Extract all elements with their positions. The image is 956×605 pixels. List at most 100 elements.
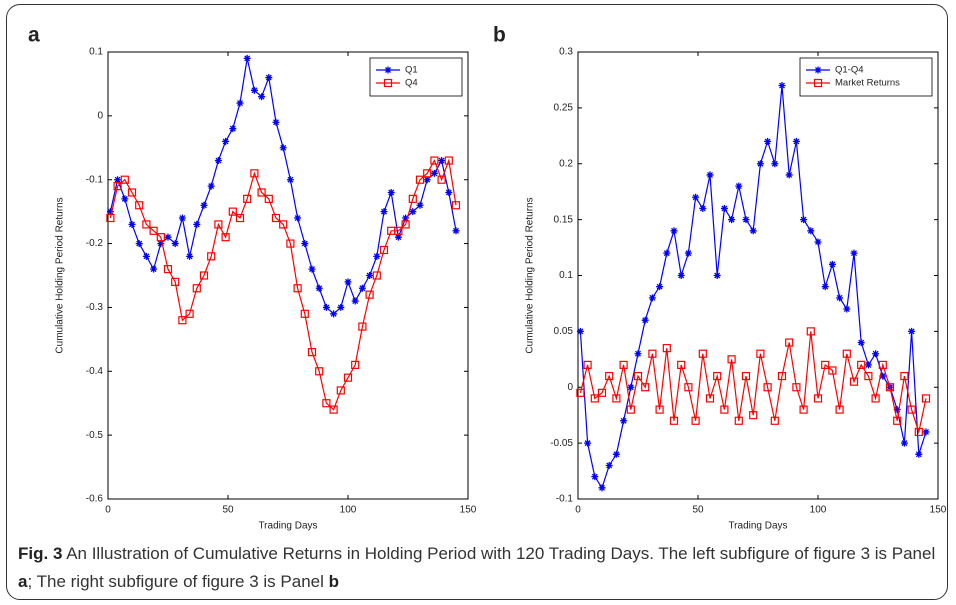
marker (605, 461, 613, 469)
marker (322, 303, 330, 311)
marker (171, 240, 179, 248)
marker (438, 157, 446, 165)
marker (315, 367, 324, 376)
marker (648, 349, 657, 358)
marker (871, 394, 880, 403)
marker (864, 371, 873, 381)
marker (806, 327, 815, 336)
legend-label: Q4 (405, 78, 418, 89)
marker (423, 176, 431, 184)
marker (171, 277, 180, 286)
marker (633, 371, 643, 381)
marker (878, 360, 887, 369)
marker (308, 265, 316, 273)
legend-label: Q1-Q4 (835, 65, 864, 76)
marker (135, 201, 144, 210)
marker (394, 233, 402, 241)
marker (257, 188, 266, 197)
x-tick-label: 150 (460, 505, 477, 516)
marker (814, 66, 822, 74)
marker (655, 405, 664, 414)
x-tick-label: 50 (692, 505, 704, 516)
marker (394, 226, 403, 235)
marker (415, 175, 425, 184)
marker (452, 227, 460, 235)
marker (149, 226, 158, 235)
y-tick-label: 0.2 (559, 158, 573, 169)
marker (164, 233, 172, 241)
marker (120, 175, 129, 184)
marker (337, 303, 345, 311)
marker (114, 176, 122, 184)
marker (214, 157, 222, 165)
caption-label: Fig. 3 (18, 544, 63, 563)
marker (272, 118, 280, 126)
marker (836, 294, 844, 302)
marker (250, 169, 259, 178)
marker (720, 204, 728, 212)
marker (921, 394, 931, 403)
marker (264, 194, 273, 203)
marker (380, 208, 388, 216)
marker (907, 405, 916, 414)
marker (584, 439, 592, 447)
marker (258, 93, 266, 101)
marker (408, 194, 417, 203)
marker (250, 86, 258, 94)
marker (243, 194, 252, 203)
marker (677, 360, 686, 369)
marker (734, 416, 743, 425)
marker (444, 156, 453, 165)
marker (756, 160, 764, 168)
marker (423, 169, 432, 178)
y-tick-label: -0.1 (86, 174, 104, 185)
caption-panel: b (328, 572, 339, 591)
marker (330, 310, 338, 318)
marker (576, 388, 585, 397)
x-tick-label: 50 (222, 505, 234, 516)
marker (113, 182, 122, 191)
marker (900, 371, 909, 381)
marker (915, 450, 923, 458)
marker (372, 271, 381, 280)
marker (186, 252, 194, 260)
marker (692, 193, 700, 201)
marker (307, 348, 317, 357)
marker (785, 171, 793, 179)
caption-text: ; The right subfigure of figure 3 is Pan… (27, 572, 329, 591)
marker (914, 427, 923, 437)
marker (157, 240, 165, 248)
marker (799, 405, 808, 414)
x-tick-label: 150 (930, 505, 947, 516)
marker (626, 405, 635, 414)
marker (620, 417, 628, 425)
plot-area (107, 51, 469, 500)
legend-label: Market Returns (835, 78, 900, 89)
marker (669, 416, 679, 425)
marker (872, 350, 880, 358)
marker (150, 265, 158, 273)
marker (713, 371, 722, 381)
marker (727, 355, 736, 364)
marker (387, 188, 395, 196)
marker (843, 305, 851, 313)
x-tick-label: 100 (810, 505, 827, 516)
marker (842, 349, 851, 358)
y-tick-label: -0.2 (86, 238, 104, 249)
marker (207, 182, 215, 190)
marker (612, 394, 621, 403)
marker (163, 265, 173, 274)
caption-text: An Illustration of Cumulative Returns in… (62, 544, 936, 563)
marker (713, 272, 721, 279)
marker (142, 220, 151, 229)
marker (300, 309, 309, 318)
marker (351, 360, 360, 369)
marker (777, 371, 787, 381)
marker (437, 175, 446, 184)
y-axis-label: Cumulative Holding Period Returns (55, 197, 66, 353)
marker (893, 416, 902, 425)
marker (358, 322, 367, 331)
marker (192, 284, 201, 293)
marker (142, 252, 150, 260)
marker (756, 349, 765, 358)
